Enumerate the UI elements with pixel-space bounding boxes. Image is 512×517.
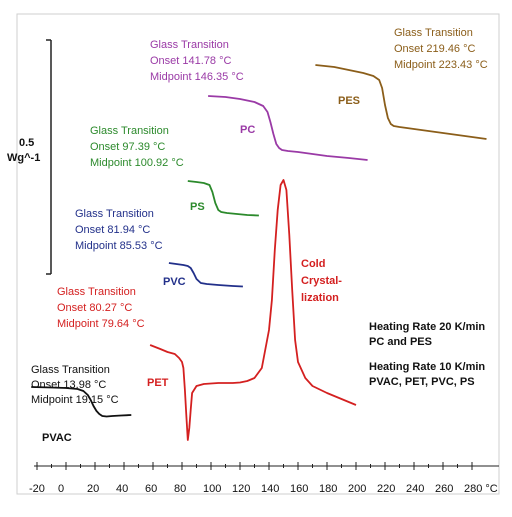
series-line-pet xyxy=(149,179,357,441)
x-tick-label: 240 xyxy=(406,483,424,495)
x-tick-label: 140 xyxy=(261,483,279,495)
annotation-pet-title: Glass Transition xyxy=(57,286,136,298)
annotation-pvc: Glass Transition Onset 81.94 °C Midpoint… xyxy=(75,208,163,252)
annotation-pvc-onset: Onset 81.94 °C xyxy=(75,224,150,236)
cold-crystallization-label: Cold Crystal- lization xyxy=(301,258,342,304)
x-tick-label: 220 xyxy=(377,483,395,495)
cold-crystallization-line-2: Crystal- xyxy=(301,275,342,287)
x-tick-label: 160 xyxy=(290,483,308,495)
cold-crystallization-line-1: Cold xyxy=(301,258,325,270)
annotation-ps-midpoint: Midpoint 100.92 °C xyxy=(90,157,184,169)
x-tick-label: 60 xyxy=(145,483,157,495)
scale-bar: 0.5 Wg^-1 xyxy=(7,39,52,275)
x-tick-label: -20 xyxy=(29,483,45,495)
annotation-pvac-title: Glass Transition xyxy=(31,364,110,376)
heating-rate-2-line-2: PVAC, PET, PVC, PS xyxy=(369,376,475,388)
x-tick-label: 40 xyxy=(116,483,128,495)
annotation-pvac: Glass Transition Onset 13.98 °C Midpoint… xyxy=(31,364,119,406)
annotation-pet-onset: Onset 80.27 °C xyxy=(57,302,132,314)
x-tick-label: 200 xyxy=(348,483,366,495)
series-label-pes: PES xyxy=(338,95,360,107)
x-tick-label: 80 xyxy=(174,483,186,495)
series-line-ps xyxy=(187,180,259,217)
scale-bar-value: 0.5 xyxy=(19,137,34,149)
annotation-ps-onset: Onset 97.39 °C xyxy=(90,141,165,153)
x-tick-label: 0 xyxy=(58,483,64,495)
series-line-pes xyxy=(315,64,487,140)
annotation-pvc-midpoint: Midpoint 85.53 °C xyxy=(75,240,163,252)
heating-rate-1-line-1: Heating Rate 20 K/min xyxy=(369,321,485,333)
x-tick-label: 100 xyxy=(203,483,221,495)
annotation-pes: Glass Transition Onset 219.46 °C Midpoin… xyxy=(394,27,488,71)
annotation-ps-title: Glass Transition xyxy=(90,125,169,137)
annotation-pet-midpoint: Midpoint 79.64 °C xyxy=(57,318,145,330)
annotation-pc-onset: Onset 141.78 °C xyxy=(150,55,232,67)
series-line-pc xyxy=(208,95,368,161)
heating-rate-2-line-1: Heating Rate 10 K/min xyxy=(369,361,485,373)
series-label-pc: PC xyxy=(240,124,255,136)
series-layer xyxy=(31,64,487,441)
x-axis: -20 0 20 40 60 80 100 120 140 160 180 200 220 240 260 2… xyxy=(29,462,499,495)
annotation-pc-title: Glass Transition xyxy=(150,39,229,51)
series-label-pet: PET xyxy=(147,377,169,389)
annotation-pc: Glass Transition Onset 141.78 °C Midpoin… xyxy=(150,39,244,83)
x-tick-label: 260 xyxy=(435,483,453,495)
scale-bar-unit: Wg^-1 xyxy=(7,152,40,164)
annotation-pes-onset: Onset 219.46 °C xyxy=(394,43,476,55)
annotation-pes-title: Glass Transition xyxy=(394,27,473,39)
series-line-pvac xyxy=(31,386,132,418)
annotation-ps: Glass Transition Onset 97.39 °C Midpoint… xyxy=(90,125,184,169)
series-line-pvc xyxy=(168,262,243,288)
plot-frame xyxy=(16,13,500,495)
heating-rate-note: Heating Rate 20 K/min PC and PES Heating… xyxy=(369,321,485,388)
annotation-pvac-midpoint: Midpoint 19.15 °C xyxy=(31,394,119,406)
heating-rate-1-line-2: PC and PES xyxy=(369,336,432,348)
annotation-pet: Glass Transition Onset 80.27 °C Midpoint… xyxy=(57,286,145,330)
annotation-pc-midpoint: Midpoint 146.35 °C xyxy=(150,71,244,83)
series-label-pvc: PVC xyxy=(163,276,186,288)
x-tick-label: 20 xyxy=(87,483,99,495)
series-label-ps: PS xyxy=(190,201,205,213)
series-label-pvac: PVAC xyxy=(42,432,72,444)
x-tick-label: 120 xyxy=(232,483,250,495)
cold-crystallization-line-3: lization xyxy=(301,292,339,304)
annotation-pes-midpoint: Midpoint 223.43 °C xyxy=(394,59,488,71)
x-tick-label: 280 °C xyxy=(464,483,498,495)
x-tick-label: 180 xyxy=(319,483,337,495)
annotation-pvac-onset: Onset 13.98 °C xyxy=(31,379,106,391)
annotation-pvc-title: Glass Transition xyxy=(75,208,154,220)
